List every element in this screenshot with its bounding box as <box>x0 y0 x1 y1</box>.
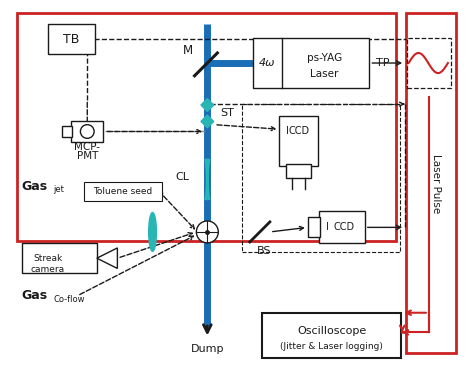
Text: Toluene seed: Toluene seed <box>93 187 153 196</box>
FancyBboxPatch shape <box>21 243 97 273</box>
Text: CL: CL <box>175 172 189 182</box>
FancyBboxPatch shape <box>407 38 451 88</box>
Text: PMT: PMT <box>77 151 98 161</box>
Text: I: I <box>326 222 329 232</box>
Text: TP: TP <box>376 58 390 68</box>
FancyBboxPatch shape <box>253 38 369 88</box>
Text: Co-flow: Co-flow <box>54 294 85 304</box>
Text: ST: ST <box>220 108 234 118</box>
FancyBboxPatch shape <box>308 217 320 237</box>
Text: Laser: Laser <box>310 68 339 78</box>
Text: CCD: CCD <box>334 222 355 232</box>
Text: (Jitter & Laser logging): (Jitter & Laser logging) <box>280 342 383 351</box>
Ellipse shape <box>149 213 156 251</box>
Text: BS: BS <box>257 246 272 256</box>
FancyBboxPatch shape <box>319 211 365 243</box>
Text: MCP-: MCP- <box>74 142 100 152</box>
FancyBboxPatch shape <box>280 116 318 166</box>
Polygon shape <box>201 115 214 128</box>
Text: 4ω: 4ω <box>259 58 275 68</box>
FancyBboxPatch shape <box>262 313 401 358</box>
Circle shape <box>81 125 94 138</box>
Text: ps-YAG: ps-YAG <box>307 53 342 63</box>
FancyBboxPatch shape <box>62 126 72 137</box>
Text: Dump: Dump <box>191 344 224 354</box>
FancyBboxPatch shape <box>71 121 103 142</box>
FancyBboxPatch shape <box>286 164 311 178</box>
Text: Laser Pulse: Laser Pulse <box>430 154 441 214</box>
Text: TB: TB <box>64 32 80 46</box>
Text: Oscilloscope: Oscilloscope <box>297 326 366 336</box>
Polygon shape <box>97 248 118 269</box>
Text: I: I <box>286 127 289 137</box>
Circle shape <box>196 221 219 243</box>
Text: M: M <box>183 44 193 57</box>
Text: CCD: CCD <box>288 127 309 137</box>
FancyBboxPatch shape <box>84 182 162 201</box>
FancyBboxPatch shape <box>47 24 95 54</box>
Text: Streak: Streak <box>33 254 62 263</box>
Text: jet: jet <box>54 185 64 194</box>
Text: Gas: Gas <box>21 289 48 302</box>
Text: camera: camera <box>30 265 64 274</box>
Text: Gas: Gas <box>21 180 48 193</box>
Polygon shape <box>201 99 214 112</box>
